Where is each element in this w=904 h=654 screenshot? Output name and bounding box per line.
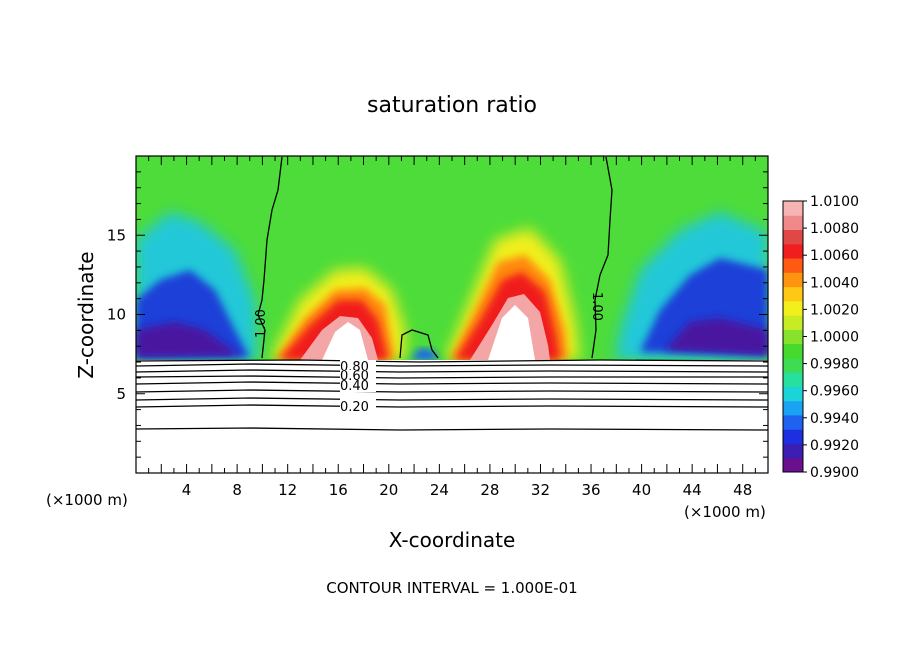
x-tick-label: 28	[480, 481, 499, 499]
colorbar-swatch	[783, 343, 803, 359]
colorbar-swatch	[783, 429, 803, 444]
contour-line-100-center	[399, 329, 439, 359]
contour-label-100-right: 1.00	[589, 292, 604, 321]
contour-line-030	[136, 397, 768, 401]
colorbar-swatch	[783, 414, 803, 430]
colorbar-label: 1.0000	[810, 330, 859, 346]
contour-line-cloud-base	[136, 359, 768, 363]
colorbar-label: 0.9940	[810, 411, 859, 427]
colorbar-swatch	[783, 229, 803, 245]
chart-title: saturation ratio	[367, 93, 537, 118]
colorbar-swatch	[783, 300, 803, 316]
contour-label-bg-040	[340, 380, 376, 392]
colorbar-swatch	[783, 357, 803, 373]
x-tick-label: 8	[232, 481, 242, 499]
contour-interval-footer: CONTOUR INTERVAL = 1.000E-01	[326, 579, 577, 597]
x-tick-label: 16	[329, 481, 348, 499]
colorbar-label: 0.9920	[810, 438, 859, 454]
colorbar-swatch	[783, 315, 803, 330]
contour-label-040: 0.40	[340, 379, 369, 394]
colorbar-swatch	[783, 243, 803, 259]
x-tick-label: 4	[182, 481, 192, 499]
colorbar: 1.0100 1.0080 1.0060 1.0040 1.0020 1.0000 0.99…	[782, 194, 859, 481]
colorbar-swatch	[783, 372, 803, 387]
y-axis-label: Z-coordinate	[74, 251, 98, 378]
saturation-field	[136, 156, 768, 473]
colorbar-swatch	[783, 400, 803, 416]
contour-line-080	[136, 363, 768, 367]
contour-line-070	[136, 369, 768, 373]
y-tick-label: 10	[107, 306, 126, 324]
x-tick-label: 20	[379, 481, 398, 499]
contour-label-bg-020	[340, 398, 376, 412]
contour-label-bg-080	[340, 360, 376, 372]
colorbar-label: 0.9960	[810, 384, 859, 400]
x-unit-right: (×1000 m)	[684, 503, 766, 521]
colorbar-swatch	[783, 443, 803, 459]
colorbar-swatch	[783, 201, 803, 216]
colorbar-swatch	[783, 457, 803, 473]
x-tick-label: 48	[733, 481, 752, 499]
colorbar-label: 1.0060	[810, 248, 859, 264]
colorbar-swatch	[783, 386, 803, 402]
x-tick-label: 12	[278, 481, 297, 499]
contour-label-020: 0.20	[340, 400, 369, 415]
colorbar-swatch	[783, 258, 803, 273]
y-tick-label: 5	[116, 385, 126, 403]
y-tick-label: 15	[107, 226, 126, 244]
right-cloud-hole	[488, 305, 535, 360]
x-tick-label: 40	[632, 481, 651, 499]
subsaturated-layer	[136, 360, 768, 473]
contour-labels: 1.00 1.00 0.80 0.60 0.40 0.20	[254, 292, 604, 415]
colorbar-label: 1.0040	[810, 275, 859, 291]
contour-line-020	[136, 404, 768, 408]
x-tick-label: 32	[531, 481, 550, 499]
contour-line-040	[136, 389, 768, 393]
colorbar-swatch	[783, 329, 803, 345]
right-dry-min	[665, 318, 768, 356]
contour-line-010	[136, 427, 768, 431]
colorbar-label: 1.0100	[810, 194, 859, 210]
plot-area: 1.00 1.00 0.80 0.60 0.40 0.20	[136, 156, 768, 473]
contour-line-100-left	[257, 156, 283, 359]
colorbar-label: 1.0080	[810, 221, 859, 237]
contour-label-bg-060	[340, 370, 376, 381]
left-cloud-hole	[322, 322, 368, 360]
colorbar-label: 0.9900	[810, 465, 859, 481]
contour-line-060	[136, 375, 768, 379]
colorbar-swatch	[783, 215, 803, 231]
x-tick-label: 24	[430, 481, 449, 499]
x-unit-left: (×1000 m)	[46, 491, 128, 509]
left-dry-min	[136, 322, 240, 358]
contour-line-100-right	[591, 156, 613, 359]
y-axis: 5 10 15	[107, 171, 768, 458]
x-axis-label: X-coordinate	[389, 528, 516, 552]
colorbar-label: 1.0020	[810, 302, 859, 318]
colorbar-swatch	[783, 286, 803, 302]
x-tick-label: 44	[683, 481, 702, 499]
colorbar-label: 0.9980	[810, 357, 859, 373]
x-axis: 4 8 12 16 20 24 28 32 36 40 44 48	[148, 156, 756, 499]
contour-label-100-left: 1.00	[254, 309, 269, 338]
contour-line-050	[136, 381, 768, 385]
colorbar-swatch	[783, 272, 803, 288]
x-tick-label: 36	[581, 481, 600, 499]
contour-lines	[136, 156, 768, 431]
